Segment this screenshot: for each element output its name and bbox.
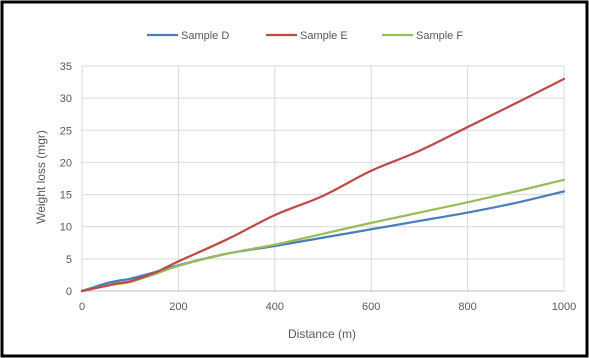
x-tick-label: 800 [458,301,476,313]
x-tick-label: 1000 [552,301,576,313]
x-axis-title: Distance (m) [288,327,356,341]
series-line-sample-e [80,77,566,293]
y-tick-label: 30 [60,93,72,105]
legend: Sample D Sample E Sample F [147,30,463,42]
y-axis-title: Weight loss (mgr) [34,130,48,224]
y-tick-label: 15 [60,190,72,202]
y-tick-label: 20 [60,157,72,169]
y-tick-label: 35 [60,61,72,73]
y-tick-label: 25 [60,125,72,137]
x-tick-label: 400 [266,301,284,313]
x-tick-label: 200 [169,301,187,313]
y-tick-label: 10 [60,222,72,234]
y-tick-label: 0 [66,286,72,298]
x-tick-label: 0 [79,301,85,313]
gridlines [82,65,565,291]
series-lines [80,77,566,293]
axes: 0 5 10 15 20 25 30 35 0 200 400 600 800 1000 [60,61,576,313]
legend-label-sample-f: Sample F [416,30,463,42]
x-tick-label: 600 [362,301,380,313]
legend-label-sample-d: Sample D [181,30,229,42]
y-tick-label: 5 [66,254,72,266]
series-line-sample-d [80,190,566,293]
legend-label-sample-e: Sample E [300,30,348,42]
